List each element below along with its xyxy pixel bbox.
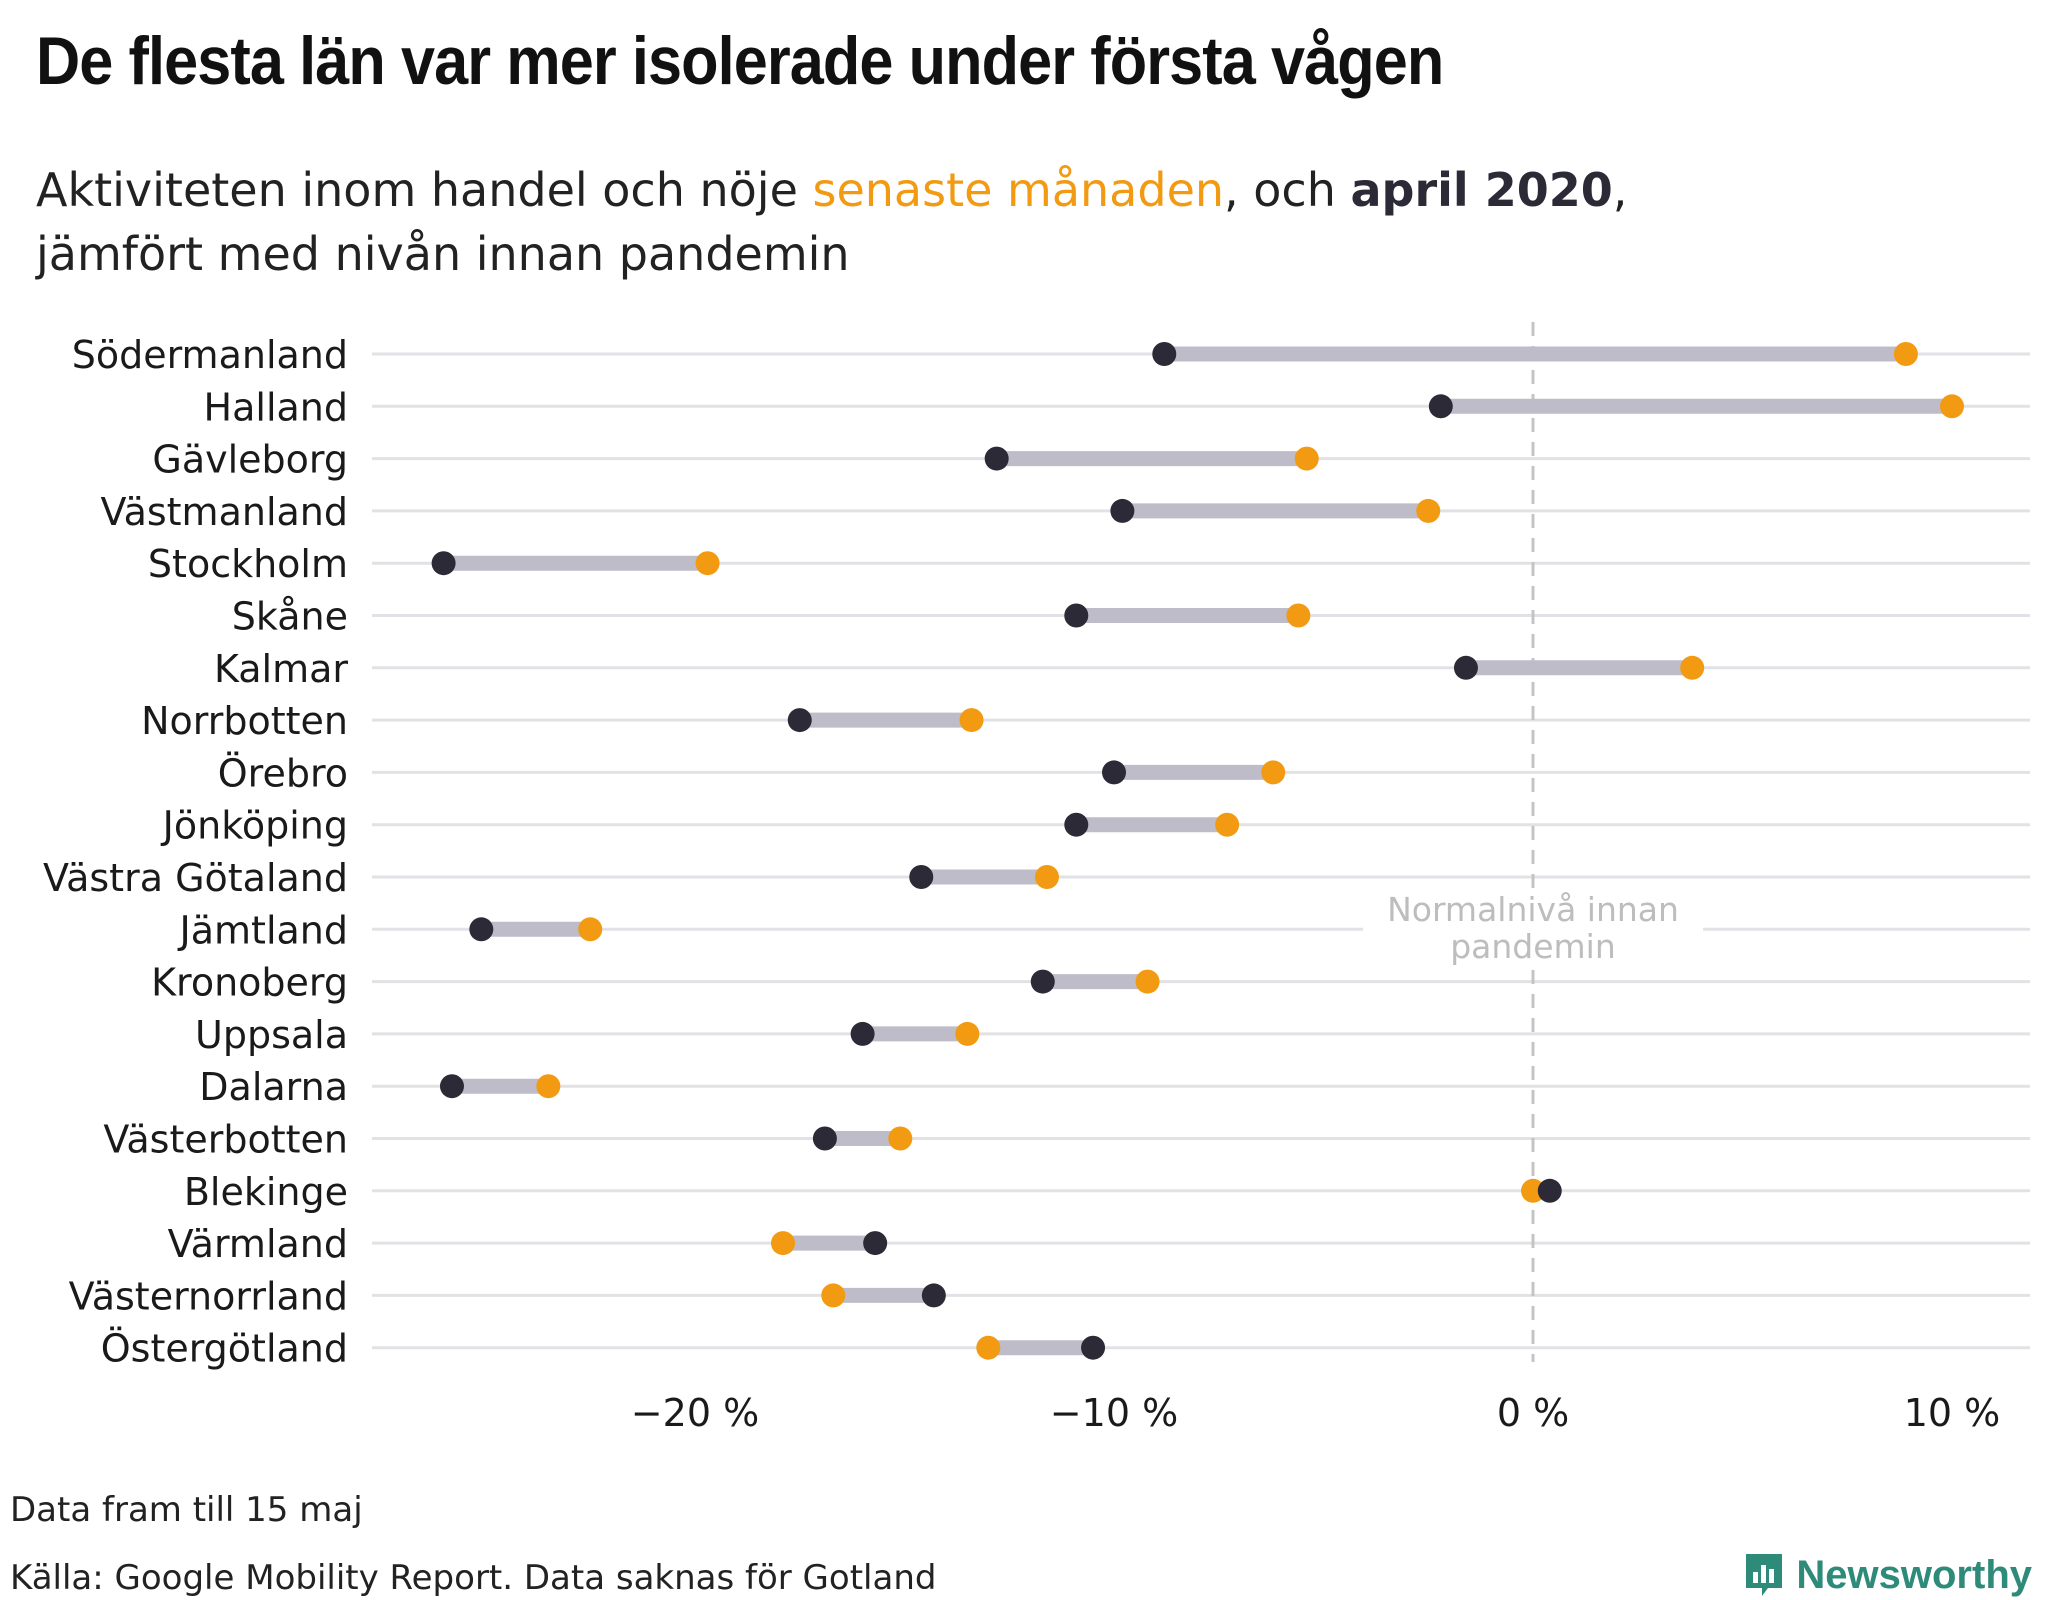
- newsworthy-logo-text: Newsworthy: [1796, 1552, 2032, 1597]
- april-2020-dot: [1102, 760, 1126, 785]
- april-2020-dot: [469, 917, 494, 942]
- recent-month-dot: [1940, 394, 1964, 419]
- april-2020-dot: [1453, 655, 1478, 680]
- x-tick-label: 0 %: [1497, 1391, 1569, 1435]
- recent-month-dot: [1261, 760, 1286, 785]
- footer-source-note: Källa: Google Mobility Report. Data sakn…: [10, 1558, 937, 1598]
- category-label: Kalmar: [214, 647, 348, 691]
- april-2020-dot: [850, 1021, 875, 1046]
- reference-label-background: [1363, 890, 1703, 970]
- x-tick-label: −10 %: [1050, 1391, 1178, 1435]
- subtitle-recent-legend: senaste månaden: [812, 163, 1225, 217]
- subtitle-part1: Aktiviteten inom handel och nöje: [36, 163, 813, 217]
- category-label: Västmanland: [101, 490, 348, 534]
- april-2020-dot: [1064, 603, 1089, 628]
- april-2020-dot: [921, 1283, 946, 1308]
- april-2020-dot: [1152, 342, 1177, 366]
- category-label: Dalarna: [199, 1065, 348, 1109]
- reference-label-line2: pandemin: [1450, 927, 1616, 966]
- recent-month-dot: [959, 708, 984, 733]
- april-2020-dot: [984, 446, 1009, 471]
- recent-month-dot: [1215, 812, 1240, 837]
- april-2020-dot: [1064, 812, 1089, 837]
- chart-title: De flesta län var mer isolerade under fö…: [36, 23, 1444, 99]
- recent-month-dot: [1521, 1178, 1545, 1203]
- april-2020-dot: [1030, 969, 1055, 994]
- recent-month-dot: [821, 1283, 846, 1308]
- chart-subtitle: Aktiviteten inom handel och nöje senaste…: [36, 158, 1936, 286]
- recent-month-dot: [1135, 969, 1160, 994]
- recent-month-dot: [955, 1021, 980, 1046]
- april-2020-dot: [787, 708, 812, 733]
- recent-month-dot: [1416, 498, 1441, 523]
- category-label: Östergötland: [101, 1327, 348, 1371]
- x-tick-label: −20 %: [631, 1391, 759, 1435]
- subtitle-april-legend: april 2020: [1350, 163, 1613, 217]
- april-2020-dot: [1110, 498, 1135, 523]
- category-label: Uppsala: [195, 1013, 348, 1057]
- april-2020-dot: [1081, 1335, 1106, 1360]
- subtitle-part3: ,: [1612, 163, 1628, 217]
- recent-month-dot: [1034, 865, 1059, 889]
- recent-month-dot: [888, 1126, 913, 1151]
- category-label: Södermanland: [72, 333, 348, 377]
- footer-data-note: Data fram till 15 maj: [10, 1490, 363, 1530]
- recent-month-dot: [1680, 655, 1705, 680]
- category-label: Jämtland: [178, 908, 348, 952]
- category-label: Blekinge: [184, 1170, 348, 1214]
- april-2020-dot: [812, 1126, 837, 1151]
- recent-month-dot: [578, 917, 603, 942]
- category-label: Norrbotten: [141, 699, 348, 743]
- newsworthy-logo: Newsworthy: [1742, 1550, 2032, 1600]
- recent-month-dot: [695, 551, 720, 576]
- april-2020-dot: [1537, 1178, 1562, 1203]
- category-label: Västra Götaland: [43, 856, 348, 900]
- category-label: Västerbotten: [103, 1118, 348, 1162]
- recent-month-dot: [1893, 342, 1918, 366]
- category-label: Halland: [204, 385, 348, 429]
- category-label: Värmland: [168, 1222, 348, 1266]
- april-2020-dot: [863, 1231, 888, 1256]
- category-label: Gävleborg: [152, 438, 348, 482]
- april-2020-dot: [439, 1074, 464, 1099]
- april-2020-dot: [431, 551, 456, 576]
- reference-label-line1: Normalnivå innan: [1387, 890, 1679, 929]
- category-label: Jönköping: [161, 804, 348, 848]
- recent-month-dot: [1286, 603, 1311, 628]
- category-label: Stockholm: [148, 542, 348, 586]
- recent-month-dot: [976, 1335, 1001, 1360]
- april-2020-dot: [1428, 394, 1453, 419]
- category-label: Kronoberg: [151, 961, 348, 1005]
- recent-month-dot: [770, 1231, 795, 1256]
- dumbbell-chart: Södermanland Halland Gävleborg Västmanland S…: [43, 322, 2030, 1435]
- category-label: Skåne: [232, 595, 348, 639]
- april-2020-dot: [909, 865, 934, 889]
- recent-month-dot: [536, 1074, 561, 1099]
- newsworthy-logo-icon: [1746, 1554, 1783, 1596]
- category-label: Västernorrland: [69, 1274, 348, 1318]
- category-label: Örebro: [218, 751, 348, 795]
- subtitle-part2: , och: [1224, 163, 1351, 217]
- recent-month-dot: [1294, 446, 1319, 471]
- subtitle-line2: jämfört med nivån innan pandemin: [36, 227, 850, 281]
- x-tick-label: 10 %: [1904, 1391, 2001, 1435]
